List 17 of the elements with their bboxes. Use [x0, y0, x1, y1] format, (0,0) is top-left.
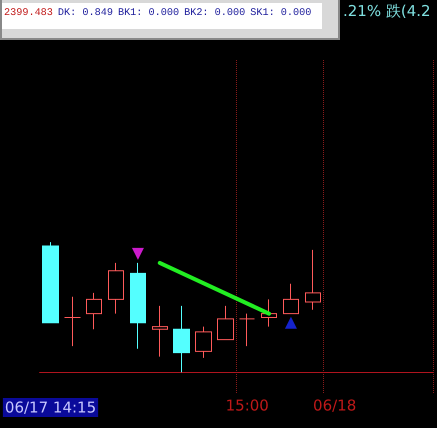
candlestick [108, 262, 124, 314]
text: .21% 跌(4.2 [343, 2, 431, 21]
candlestick [173, 305, 190, 373]
x-tick-label: 06/18 [313, 396, 356, 414]
candlestick [152, 305, 168, 358]
candlestick [283, 283, 299, 314]
candlestick [217, 305, 234, 340]
x-tick-label: 06/17 14:15 [4, 398, 96, 416]
candlestick [195, 326, 212, 358]
candlestick [130, 262, 146, 350]
candlestick [305, 249, 321, 310]
candlestick [86, 292, 102, 330]
x-tick-label: 15:00 [226, 396, 269, 414]
candlestick [42, 242, 59, 324]
candlestick [64, 296, 81, 347]
candlestick [239, 313, 255, 347]
info-panel: 2399.483 DK: 0.849 BK1: 0.000 BK2: 0.000 SK1: 0.000 [0, 0, 340, 40]
